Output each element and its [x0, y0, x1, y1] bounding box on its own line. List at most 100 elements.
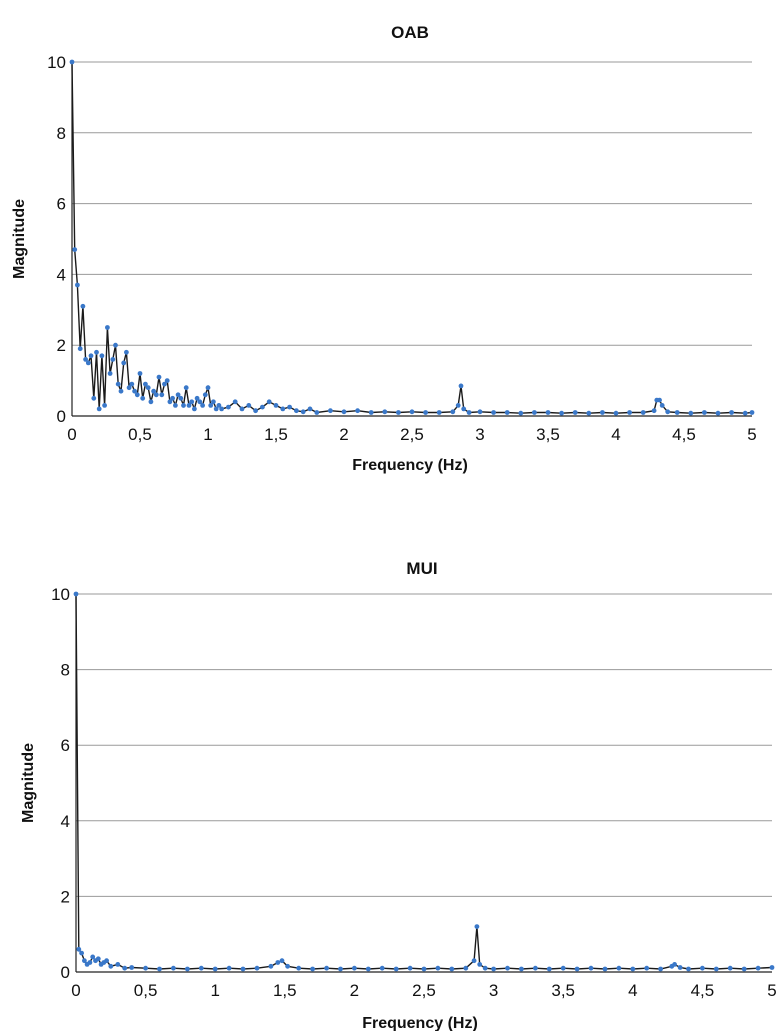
data-point — [205, 385, 211, 391]
data-point — [482, 965, 488, 971]
data-point — [73, 591, 79, 597]
data-point — [82, 958, 87, 964]
data-point — [167, 399, 173, 405]
data-point — [153, 392, 159, 398]
series-markers — [69, 59, 755, 416]
data-point — [742, 410, 748, 416]
data-point — [491, 966, 496, 972]
data-point — [137, 371, 143, 376]
data-point — [729, 410, 734, 415]
data-point — [393, 966, 399, 972]
data-point — [118, 388, 124, 394]
data-point — [341, 409, 347, 415]
data-point — [279, 958, 285, 964]
chart-title: MUI — [406, 559, 437, 578]
x-tick-label: 1,5 — [273, 981, 297, 1000]
data-point — [260, 404, 265, 410]
data-point — [466, 410, 472, 415]
data-point — [108, 963, 114, 969]
x-tick-label: 5 — [747, 425, 756, 444]
data-point — [94, 349, 99, 355]
data-point — [532, 410, 537, 415]
x-tick-label: 0 — [71, 981, 80, 1000]
data-point — [296, 965, 302, 971]
x-tick-labels: 0 0,5 1 1,5 2 2,5 3 3,5 4 4,5 5 — [71, 981, 776, 1000]
y-tick-label: 4 — [57, 265, 66, 284]
data-point — [80, 303, 86, 309]
data-point — [713, 966, 719, 972]
data-point — [755, 965, 761, 971]
x-tick-label: 2 — [350, 981, 359, 1000]
y-tick-label: 8 — [61, 661, 70, 680]
data-point — [69, 59, 75, 65]
x-tick-label: 1,5 — [264, 425, 288, 444]
data-point — [189, 399, 195, 405]
data-point — [121, 360, 127, 366]
data-point — [672, 962, 677, 967]
data-point — [185, 966, 190, 972]
data-point — [477, 962, 483, 967]
data-point — [254, 965, 260, 971]
data-point — [300, 409, 306, 415]
data-point — [226, 965, 232, 971]
data-point — [275, 960, 281, 965]
y-tick-labels: 0 2 4 6 8 10 — [51, 585, 70, 982]
x-tick-label: 3,5 — [551, 981, 575, 1000]
data-point — [145, 385, 151, 391]
data-point — [324, 965, 329, 971]
data-point — [96, 406, 102, 412]
data-point — [519, 966, 524, 972]
data-point — [87, 960, 93, 965]
data-point — [72, 247, 78, 253]
data-point — [651, 408, 657, 414]
data-point — [173, 403, 178, 408]
y-axis-title: Magnitude — [20, 743, 37, 823]
data-point — [677, 965, 683, 970]
data-point — [83, 357, 88, 362]
data-point — [435, 965, 441, 971]
y-tick-label: 0 — [57, 407, 66, 426]
data-point — [463, 965, 469, 971]
data-point — [379, 965, 385, 971]
data-point — [352, 965, 357, 971]
data-point — [208, 403, 214, 408]
data-point — [198, 965, 204, 971]
data-point — [90, 954, 96, 960]
y-tick-label: 10 — [47, 53, 66, 72]
y-axis-title: Magnitude — [11, 199, 28, 279]
data-point — [285, 963, 290, 969]
data-point — [423, 410, 428, 415]
data-point — [76, 946, 82, 952]
data-point — [268, 963, 274, 969]
data-point — [504, 410, 510, 415]
x-tick-label: 1 — [210, 981, 219, 1000]
data-point — [461, 406, 467, 412]
data-point — [505, 965, 510, 971]
x-tick-label: 2,5 — [412, 981, 436, 1000]
data-point — [148, 399, 154, 405]
data-point — [79, 950, 84, 956]
data-point — [355, 408, 360, 414]
data-point — [202, 392, 208, 398]
y-tick-label: 6 — [57, 195, 66, 214]
data-point — [143, 381, 148, 387]
data-point — [197, 399, 203, 405]
data-point — [727, 965, 733, 971]
data-point — [382, 409, 388, 415]
data-point — [151, 388, 157, 394]
data-point — [545, 410, 551, 415]
data-point — [307, 406, 313, 412]
x-tick-label: 5 — [767, 981, 776, 1000]
data-point — [110, 357, 116, 362]
data-point — [674, 410, 680, 415]
data-point — [232, 399, 238, 405]
data-point — [77, 346, 83, 352]
data-point — [219, 406, 225, 412]
x-tick-label: 3,5 — [536, 425, 560, 444]
data-point — [246, 403, 252, 408]
data-point — [600, 410, 605, 415]
data-point — [186, 403, 192, 408]
data-point — [85, 360, 91, 366]
data-point — [518, 410, 524, 416]
